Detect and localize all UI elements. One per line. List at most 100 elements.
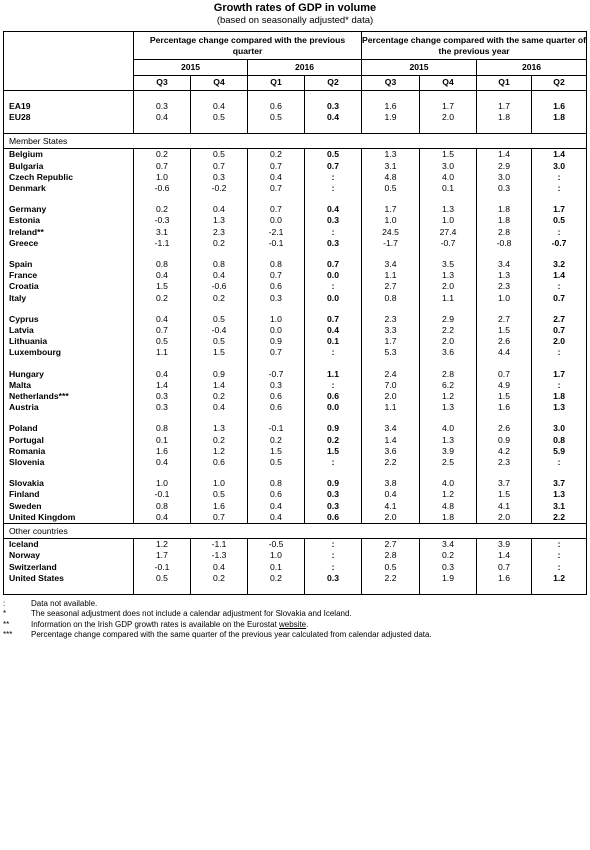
value-cell: 3.6 [419, 347, 477, 359]
value-cell: 1.2 [190, 445, 248, 458]
value-cell: 0.0 [303, 270, 362, 282]
spacer-cell [247, 583, 305, 595]
value-cell: 2.0 [361, 511, 420, 524]
spacer-cell [247, 358, 305, 369]
spacer-cell [531, 249, 587, 260]
country-name: Estonia [9, 215, 41, 226]
spacer-cell [190, 249, 248, 260]
spacer-cell [247, 413, 305, 424]
value-cell: 1.8 [531, 391, 587, 403]
value-cell: 0.5 [190, 112, 248, 124]
table-row: Italy 0.2 0.2 0.3 0.0 0.8 1.1 1.0 0.7 [4, 292, 587, 304]
value-cell: 1.5 [133, 281, 191, 293]
value-cell: 0.4 [133, 112, 191, 124]
value-cell: 1.1 [361, 402, 420, 414]
value-cell: : [531, 183, 587, 195]
value-cell: 1.0 [190, 478, 248, 490]
value-cell: 3.4 [361, 259, 420, 271]
spacer-cell [4, 91, 134, 102]
table-row: Iceland 1.2 -1.1 -0.5:2.7 3.4 3.9: [4, 538, 587, 551]
value-cell: 3.5 [419, 259, 477, 271]
value-cell: 1.1 [303, 368, 362, 380]
value-cell: 0.3 [247, 379, 305, 392]
value-cell: 0.4 [361, 489, 420, 501]
value-cell: 1.7 [476, 101, 532, 113]
value-cell: 0.5 [361, 561, 420, 573]
value-cell: 0.7 [476, 368, 532, 380]
value-cell: 1.4 [361, 434, 420, 446]
spacer-cell [4, 194, 134, 204]
header-year-2015-a: 2015 [133, 59, 248, 76]
value-cell: -0.6 [133, 183, 191, 195]
value-cell: 2.0 [531, 336, 587, 348]
spacer-cell [419, 90, 477, 101]
value-cell: 0.4 [247, 500, 305, 512]
spacer-cell [133, 194, 191, 205]
spacer-cell [303, 123, 362, 134]
country-name: Finland [9, 489, 40, 500]
value-cell: 1.6 [361, 101, 420, 113]
value-cell: 0.2 [190, 237, 248, 250]
value-cell: 3.4 [361, 423, 420, 435]
value-cell: 5.3 [361, 347, 420, 359]
value-cell: 1.9 [419, 572, 477, 584]
table-row: Croatia 1.5 -0.6 0.6:2.7 2.0 2.3: [4, 281, 587, 293]
spacer-cell [4, 123, 134, 134]
section-label: Member States [3, 133, 587, 150]
country-name: Latvia [9, 325, 34, 336]
value-cell: 2.3 [476, 281, 532, 293]
value-cell: 0.7 [247, 347, 305, 359]
table-row: Poland 0.8 1.3 -0.1 0.9 3.4 4.0 2.6 3.0 [4, 423, 587, 435]
value-cell: 3.4 [419, 538, 477, 551]
section-row: Other countries [3, 523, 587, 540]
value-cell: 2.9 [419, 313, 477, 326]
value-cell: 4.8 [361, 171, 420, 184]
value-cell: 0.4 [303, 325, 362, 337]
value-cell: 3.6 [361, 445, 420, 458]
footnote-body: The seasonal adjustment does not include… [31, 609, 352, 619]
value-cell: 4.2 [476, 445, 532, 458]
value-cell: 0.4 [133, 457, 191, 469]
footnote-mark: *** [3, 630, 13, 640]
value-cell: -0.8 [476, 237, 532, 250]
country-name: Lithuania [9, 336, 48, 347]
country-name: France [9, 270, 38, 281]
value-cell: 1.0 [133, 478, 191, 490]
value-cell: : [531, 171, 587, 184]
spacer-cell [361, 583, 420, 595]
value-cell: 0.4 [190, 561, 248, 573]
value-cell: : [303, 226, 362, 238]
value-cell: 2.9 [476, 160, 532, 172]
footnote-text: Percentage change compared with the same… [31, 630, 432, 641]
value-cell: 2.7 [361, 538, 420, 551]
value-cell: 0.7 [133, 325, 191, 337]
value-cell: 1.4 [476, 550, 532, 562]
country-name: Czech Republic [9, 171, 73, 182]
value-cell: 2.0 [419, 281, 477, 293]
value-cell: 3.9 [476, 538, 532, 551]
value-cell: 2.8 [476, 226, 532, 238]
value-cell: 1.6 [133, 445, 191, 458]
spacer-cell [476, 583, 532, 595]
value-cell: 4.0 [419, 478, 477, 490]
spacer-cell [190, 413, 248, 424]
table-row: Czech Republic 1.0 0.3 0.4:4.8 4.0 3.0: [4, 171, 587, 184]
table-row: Ireland** 3.1 2.3 -2.1:24.5 27.4 2.8: [4, 226, 587, 238]
value-cell: : [531, 347, 587, 359]
value-cell: 1.3 [531, 402, 587, 414]
value-cell: 0.2 [190, 292, 248, 304]
value-cell: 0.5 [247, 112, 305, 124]
spacer-cell [531, 90, 587, 101]
spacer-cell [419, 123, 477, 134]
header-year-2016-a: 2016 [246, 59, 362, 76]
value-cell: 2.3 [190, 226, 248, 238]
spacer-cell [133, 413, 191, 424]
spacer-cell [361, 468, 420, 479]
eurostat-website-link[interactable]: website [278, 619, 307, 629]
value-cell: 0.9 [303, 478, 362, 490]
country-name: Switzerland [9, 561, 57, 572]
value-cell: 0.8 [133, 500, 191, 512]
footnotes: : Data not available. * The seasonal adjust… [3, 599, 590, 641]
value-cell: 0.5 [133, 572, 191, 584]
country-name: Slovakia [9, 478, 44, 489]
